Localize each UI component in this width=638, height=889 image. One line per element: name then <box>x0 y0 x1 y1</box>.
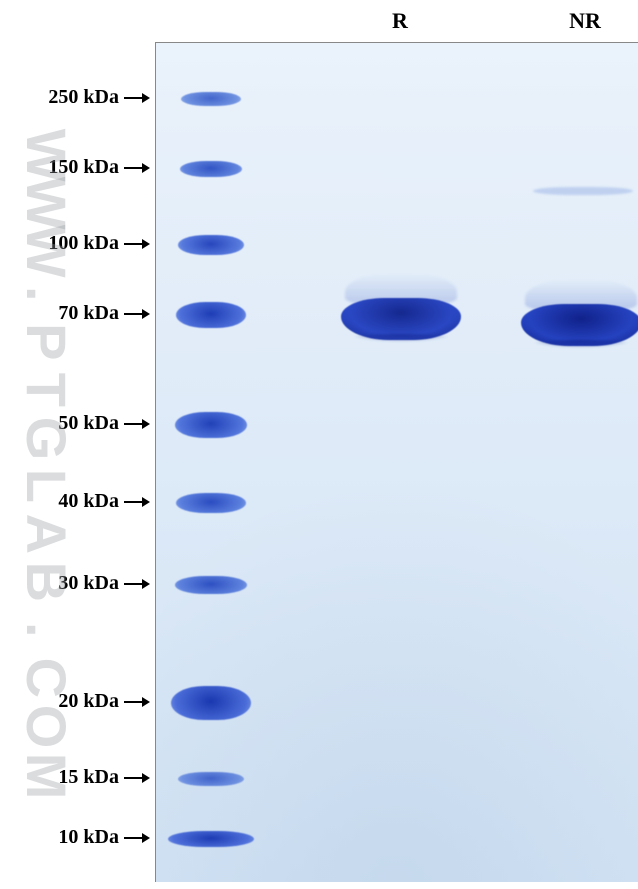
ladder-band-1 <box>180 161 242 177</box>
arrow-right-icon <box>124 495 150 509</box>
mw-label-text: 70 kDa <box>58 302 124 324</box>
mw-label-text: 30 kDa <box>58 572 124 594</box>
ladder-band-9 <box>168 831 254 847</box>
mw-label-8: 15 kDa <box>58 766 150 789</box>
gel-figure-canvas: R NR 250 kDa 150 kDa 100 kDa 70 kDa 50 kDa… <box>0 0 638 889</box>
ladder-band-5 <box>176 493 246 513</box>
lane-header-r: R <box>380 8 420 34</box>
watermark-char: W <box>26 177 74 227</box>
mw-label-2: 100 kDa <box>48 232 150 255</box>
mw-label-7: 20 kDa <box>58 690 150 713</box>
ladder-band-2 <box>178 235 244 255</box>
mw-label-6: 30 kDa <box>58 572 150 595</box>
watermark-char: . <box>26 609 74 659</box>
arrow-right-icon <box>124 237 150 251</box>
mw-label-text: 250 kDa <box>48 86 124 108</box>
arrow-right-icon <box>124 91 150 105</box>
mw-label-text: 20 kDa <box>58 690 124 712</box>
mw-label-text: 100 kDa <box>48 232 124 254</box>
mw-label-4: 50 kDa <box>58 412 150 435</box>
watermark-char: P <box>26 321 74 371</box>
mw-label-1: 150 kDa <box>48 156 150 179</box>
arrow-right-icon <box>124 771 150 785</box>
lane-header-nr: NR <box>560 8 610 34</box>
sample-band-under-r <box>347 334 455 344</box>
mw-label-text: 15 kDa <box>58 766 124 788</box>
mw-label-text: 150 kDa <box>48 156 124 178</box>
ladder-band-3 <box>176 302 246 328</box>
mw-label-9: 10 kDa <box>58 826 150 849</box>
arrow-right-icon <box>124 831 150 845</box>
ladder-band-6 <box>175 576 247 594</box>
ladder-band-8 <box>178 772 244 786</box>
arrow-right-icon <box>124 695 150 709</box>
gel-area <box>155 42 638 882</box>
mw-label-text: 40 kDa <box>58 490 124 512</box>
mw-label-3: 70 kDa <box>58 302 150 325</box>
arrow-right-icon <box>124 417 150 431</box>
sample-band-nr-faint <box>533 187 633 195</box>
mw-label-5: 40 kDa <box>58 490 150 513</box>
arrow-right-icon <box>124 161 150 175</box>
mw-label-0: 250 kDa <box>48 86 150 109</box>
ladder-band-7 <box>171 686 251 720</box>
mw-label-text: 50 kDa <box>58 412 124 434</box>
ladder-band-0 <box>181 92 241 106</box>
watermark-char: A <box>26 513 74 563</box>
ladder-band-4 <box>175 412 247 438</box>
mw-label-text: 10 kDa <box>58 826 124 848</box>
arrow-right-icon <box>124 307 150 321</box>
arrow-right-icon <box>124 577 150 591</box>
sample-band-under-nr <box>527 340 635 350</box>
